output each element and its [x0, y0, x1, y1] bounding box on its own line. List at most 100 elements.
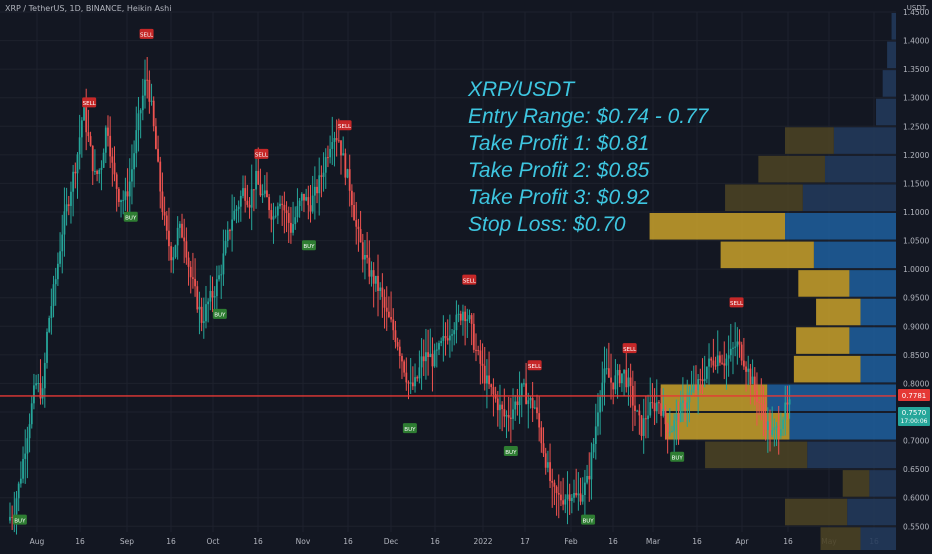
- candle-body: [782, 419, 784, 430]
- candle-body: [185, 241, 188, 258]
- candle-body: [677, 413, 680, 422]
- candle-body: [331, 142, 334, 149]
- sell-signal-badge: [527, 360, 542, 371]
- candle-body: [316, 186, 318, 194]
- candle-body: [505, 415, 508, 417]
- candle-body: [438, 343, 440, 350]
- candle-body: [226, 230, 229, 241]
- candle-body: [270, 210, 273, 220]
- candle-body: [658, 402, 660, 404]
- volume-bar-up: [785, 213, 896, 240]
- candle-body: [157, 148, 159, 162]
- candle-body: [379, 287, 382, 291]
- candle-body: [176, 227, 179, 246]
- sell-signal-badge: [729, 297, 744, 308]
- candle-body: [59, 251, 61, 264]
- candle-body: [388, 311, 390, 317]
- candle-body: [516, 401, 519, 406]
- volume-bar-up: [869, 470, 896, 497]
- candle-body: [603, 368, 606, 383]
- candle-body: [640, 415, 643, 436]
- candle-body: [766, 421, 769, 431]
- candle-body: [583, 482, 586, 496]
- candle-body: [24, 453, 27, 459]
- candle-body: [357, 226, 360, 230]
- candle-body: [644, 418, 647, 420]
- candle-body: [200, 306, 203, 323]
- x-tick-label: 16: [75, 537, 85, 546]
- annotation-line: Stop Loss: $0.70: [468, 213, 626, 236]
- candle-body: [618, 369, 621, 384]
- candle-body: [287, 213, 290, 223]
- signal-label: SELL: [255, 153, 269, 159]
- candle-body: [237, 206, 240, 210]
- candle-body: [168, 230, 170, 247]
- candle-body: [377, 275, 379, 291]
- candle-body: [629, 377, 632, 386]
- candle-body: [409, 382, 412, 384]
- candle-body: [490, 384, 493, 388]
- candle-body: [546, 462, 549, 468]
- volume-bar-down: [842, 470, 870, 497]
- candle-body: [165, 215, 168, 231]
- candle-body: [660, 403, 663, 416]
- y-tick-label: 0.8500: [903, 351, 929, 360]
- candle-body: [758, 401, 761, 404]
- candle-body: [398, 346, 401, 356]
- candle-body: [468, 315, 471, 320]
- y-tick-label: 0.6500: [903, 465, 929, 474]
- candle-body: [283, 204, 286, 211]
- signal-label: SELL: [140, 33, 154, 39]
- candle-body: [242, 188, 244, 196]
- candle-body: [394, 330, 397, 343]
- candle-body: [318, 175, 321, 194]
- candle-body: [276, 206, 279, 216]
- candle-body: [775, 426, 778, 428]
- candle-body: [444, 335, 447, 339]
- candle-body: [427, 352, 430, 358]
- candle-body: [342, 153, 345, 156]
- candle-body: [28, 424, 31, 439]
- countdown-label: 17:00:06: [901, 418, 928, 425]
- candle-body: [647, 415, 649, 420]
- x-tick-label: 17: [520, 537, 530, 546]
- candle-body: [244, 188, 247, 201]
- candle-body: [435, 349, 438, 351]
- candle-body: [390, 316, 392, 320]
- candle-body: [281, 203, 284, 205]
- sell-signal-badge: [254, 148, 269, 159]
- candle-body: [355, 220, 358, 227]
- x-tick-label: 16: [692, 537, 702, 546]
- candle-body: [194, 278, 196, 287]
- candle-body: [309, 205, 312, 212]
- sell-signal-badge: [139, 28, 154, 39]
- candle-body: [610, 377, 612, 383]
- candle-body: [719, 355, 721, 363]
- candle-body: [290, 222, 292, 233]
- candle-body: [85, 106, 88, 133]
- candle-body: [117, 188, 120, 203]
- candle-body: [509, 417, 512, 419]
- candle-body: [475, 349, 477, 351]
- candle-body: [771, 430, 774, 435]
- x-tick-label: Oct: [207, 537, 220, 546]
- candle-body: [37, 382, 40, 384]
- y-tick-label: 1.2000: [903, 151, 929, 160]
- candle-body: [462, 311, 464, 321]
- candle-body: [89, 136, 92, 146]
- candle-body: [137, 113, 140, 131]
- candle-body: [518, 395, 521, 406]
- y-tick-label: 0.5500: [903, 522, 929, 531]
- candle-body: [381, 287, 384, 297]
- candle-body: [61, 234, 64, 252]
- candle-body: [115, 174, 118, 189]
- buy-signal-badge: [123, 211, 138, 222]
- candle-body: [30, 403, 33, 425]
- candle-body: [446, 338, 449, 341]
- candle-body: [353, 205, 355, 221]
- volume-bar-down: [816, 298, 861, 326]
- candle-body: [542, 443, 545, 454]
- currency-label: USDT: [906, 4, 926, 12]
